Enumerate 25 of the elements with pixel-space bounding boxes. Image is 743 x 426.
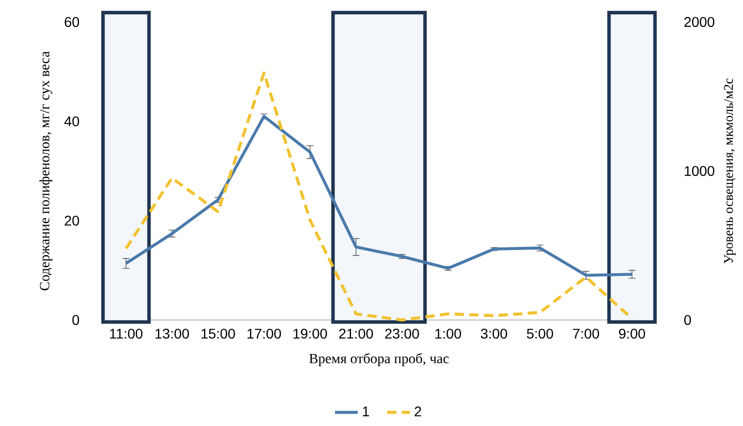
y-tick-label: 60 <box>64 17 80 27</box>
y2-tick-label: 2000 <box>684 17 714 27</box>
line-series <box>124 71 634 322</box>
y2-tick-label: 0 <box>684 315 691 325</box>
x-tick-label: 15:00 <box>202 328 235 339</box>
y2-tick-label: 1000 <box>684 166 714 176</box>
y2-axis-title: Уровень освещения, мкмоль/м2с <box>724 78 736 264</box>
x-tick-label: 19:00 <box>294 328 327 339</box>
x-tick-label: 17:00 <box>248 328 281 339</box>
x-axis-title: Время отбора проб, час <box>309 353 449 366</box>
y-tick-label: 0 <box>72 315 80 325</box>
x-tick-label: 7:00 <box>573 328 600 339</box>
x-tick-label: 23:00 <box>385 328 419 339</box>
x-tick-label: 1:00 <box>435 328 462 339</box>
x-tick-label: 21:00 <box>339 328 373 339</box>
x-tick-label: 5:00 <box>526 328 554 339</box>
y-tick-label: 20 <box>64 216 80 226</box>
legend-label: 1 <box>362 406 369 416</box>
y-axis-title: Содержание полифенолов, мг/г сух веса <box>40 51 52 290</box>
x-tick-label: 11:00 <box>110 328 142 339</box>
y-tick-label: 40 <box>64 116 80 126</box>
legend-label: 2 <box>414 406 422 416</box>
x-tick-label: 3:00 <box>480 328 508 339</box>
x-tick-label: 13:00 <box>156 328 189 339</box>
x-tick-label: 9:00 <box>619 328 646 339</box>
